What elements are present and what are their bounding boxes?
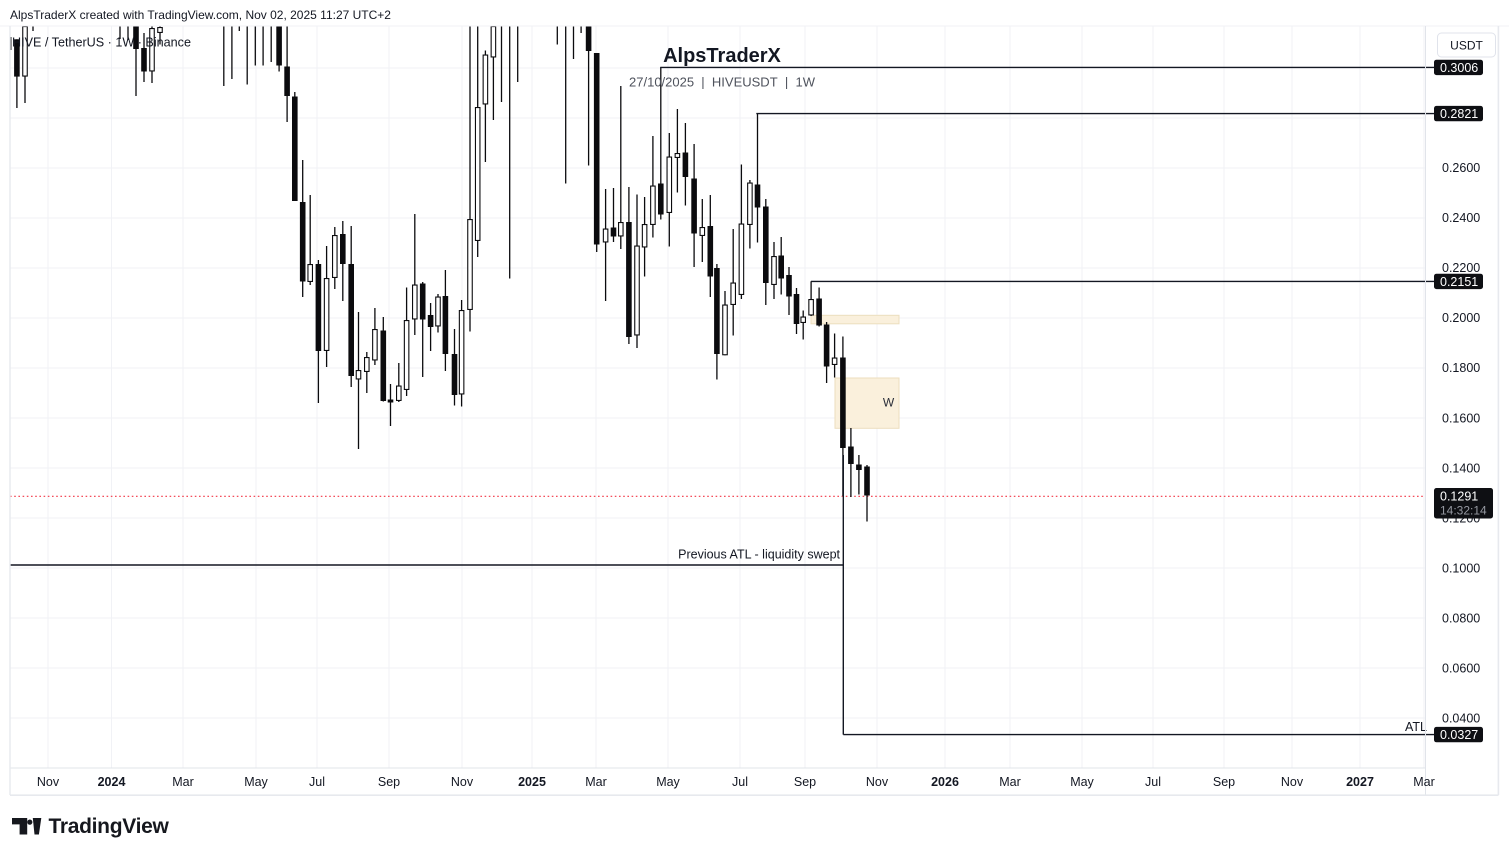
svg-text:Mar: Mar xyxy=(999,775,1021,789)
svg-text:0.0327: 0.0327 xyxy=(1440,728,1478,742)
svg-text:0.0800: 0.0800 xyxy=(1442,612,1480,626)
svg-text:Nov: Nov xyxy=(37,775,60,789)
svg-text:May: May xyxy=(656,775,680,789)
svg-text:0.1000: 0.1000 xyxy=(1442,562,1480,576)
svg-text:0.2600: 0.2600 xyxy=(1442,161,1480,175)
svg-text:Nov: Nov xyxy=(451,775,474,789)
svg-text:Sep: Sep xyxy=(378,775,400,789)
svg-text:USDT: USDT xyxy=(1450,39,1483,53)
svg-text:AlpsTraderX created with Tradi: AlpsTraderX created with TradingView.com… xyxy=(10,8,391,22)
svg-text:Jul: Jul xyxy=(309,775,325,789)
svg-text:0.1400: 0.1400 xyxy=(1442,462,1480,476)
svg-text:Mar: Mar xyxy=(1413,775,1435,789)
svg-text:Previous ATL - liquidity swept: Previous ATL - liquidity swept xyxy=(678,548,840,562)
svg-text:AlpsTraderX: AlpsTraderX xyxy=(663,45,781,67)
svg-text:2025: 2025 xyxy=(518,775,546,789)
svg-text:Sep: Sep xyxy=(794,775,816,789)
svg-text:0.1800: 0.1800 xyxy=(1442,361,1480,375)
svg-text:Nov: Nov xyxy=(1281,775,1304,789)
svg-text:0.2151: 0.2151 xyxy=(1440,275,1478,289)
svg-text:0.2000: 0.2000 xyxy=(1442,311,1480,325)
svg-text:27/10/2025 | HIVEUSDT | 1W: 27/10/2025 | HIVEUSDT | 1W xyxy=(629,75,816,90)
svg-text:0.2400: 0.2400 xyxy=(1442,211,1480,225)
svg-text:0.1600: 0.1600 xyxy=(1442,412,1480,426)
svg-text:Jul: Jul xyxy=(732,775,748,789)
svg-text:0.0600: 0.0600 xyxy=(1442,662,1480,676)
svg-text:Jul: Jul xyxy=(1145,775,1161,789)
svg-text:Nov: Nov xyxy=(866,775,889,789)
svg-text:May: May xyxy=(1070,775,1094,789)
svg-text:Mar: Mar xyxy=(172,775,194,789)
svg-text:2027: 2027 xyxy=(1346,775,1374,789)
svg-text:May: May xyxy=(244,775,268,789)
svg-text:ATL: ATL xyxy=(1405,720,1427,734)
svg-text:2026: 2026 xyxy=(931,775,959,789)
svg-text:0.3006: 0.3006 xyxy=(1440,61,1478,75)
svg-text:2024: 2024 xyxy=(98,775,126,789)
svg-text:HIVE / TetherUS · 1W · Binance: HIVE / TetherUS · 1W · Binance xyxy=(12,36,191,50)
svg-text:14:32:14: 14:32:14 xyxy=(1440,504,1487,518)
svg-text:0.2200: 0.2200 xyxy=(1442,261,1480,275)
svg-text:Mar: Mar xyxy=(585,775,607,789)
svg-text:0.0400: 0.0400 xyxy=(1442,712,1480,726)
svg-text:0.1291: 0.1291 xyxy=(1440,490,1478,504)
svg-text:0.2821: 0.2821 xyxy=(1440,107,1478,121)
svg-text:TradingView: TradingView xyxy=(49,815,170,838)
svg-text:W: W xyxy=(883,396,895,410)
svg-text:Sep: Sep xyxy=(1213,775,1235,789)
